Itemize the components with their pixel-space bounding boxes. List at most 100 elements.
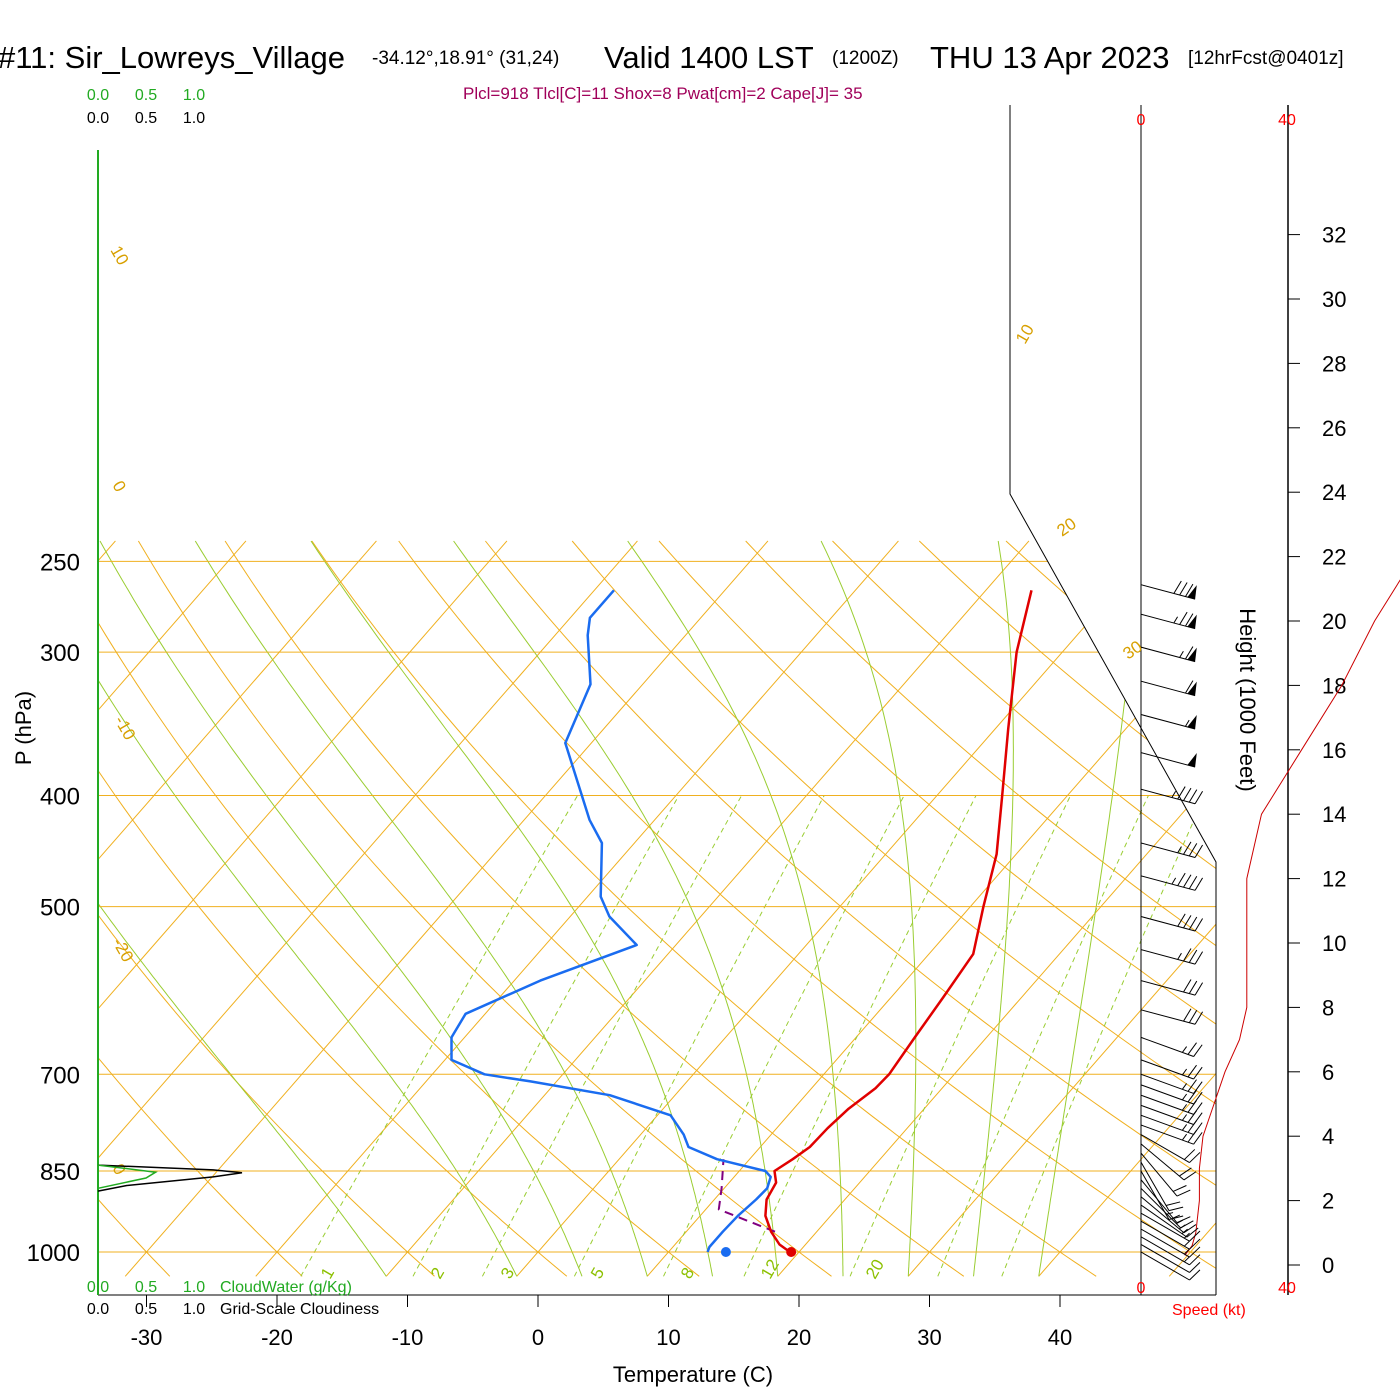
wind-barb-feather (1183, 1171, 1197, 1181)
dry-adiabat-line (658, 540, 1216, 1277)
wind-barb-feather (1187, 1064, 1197, 1078)
wind-barb-half-feather (1172, 1214, 1180, 1219)
dry-adiabat-line (98, 540, 303, 1277)
cloudwater-tick-top: 1.0 (183, 87, 205, 104)
mixing-ratio-line (412, 795, 680, 1277)
wind-barb-half-feather (1181, 1046, 1188, 1053)
mixing-ratio-line (937, 795, 1149, 1277)
mixing-ratio-line (1001, 795, 1206, 1277)
mixing-ratio-line (481, 795, 743, 1277)
wind-barb-staff (1140, 714, 1196, 730)
wind-barb-pennant (1187, 585, 1197, 600)
wind-barb-half-feather (1183, 1232, 1190, 1239)
wind-barb-feather (1194, 982, 1204, 996)
parcel-trace (717, 1159, 776, 1233)
height-tick-label: 10 (1322, 931, 1346, 956)
isotherm-label: 10 (1012, 321, 1038, 347)
wind-barb-feather (1177, 872, 1186, 886)
wind-barb-staff (1140, 1228, 1190, 1258)
moist-adiabat-line (973, 540, 1014, 1277)
wind-barb (1140, 1094, 1203, 1115)
moist-adiabat-line (453, 540, 779, 1277)
height-tick-label: 22 (1322, 545, 1346, 570)
wind-barb-feather (1188, 980, 1198, 994)
wind-barb (1140, 680, 1197, 697)
sounding-params: Plcl=918 Tlcl[C]=11 Shox=8 Pwat[cm]=2 Ca… (463, 84, 863, 103)
wind-barb-feather (1193, 1044, 1203, 1057)
wind-barb-feather (1187, 1110, 1197, 1123)
dewpoint-line (450, 589, 772, 1253)
wind-barb-feather (1189, 1152, 1201, 1163)
cloud-profile (97, 1164, 243, 1192)
wind-speed-line (1184, 579, 1400, 1256)
isotherm-line (1038, 540, 1216, 1277)
mixing-ratio-line (849, 795, 1071, 1277)
mixing-ratio-label: 20 (862, 1256, 888, 1282)
wind-barb (1140, 979, 1204, 996)
wind-barb-staff (1140, 1084, 1194, 1105)
height-tick-label: 0 (1322, 1253, 1334, 1278)
wind-barb-staff (1140, 875, 1196, 891)
wind-barb-feather (1185, 583, 1194, 597)
wind-barb-staff (1140, 1244, 1190, 1273)
wind-barb-staff (1140, 1059, 1194, 1080)
wind-barb (1140, 1073, 1203, 1094)
mixing-ratio-label: 2 (427, 1264, 448, 1282)
height-tick-label: 18 (1322, 673, 1346, 698)
wind-barb (1140, 611, 1197, 630)
wind-barb-staff (1140, 1196, 1185, 1234)
wind-barb-feather (1188, 1009, 1198, 1023)
wind-barb-feather (1183, 948, 1192, 962)
wind-barb-feather (1193, 1066, 1203, 1080)
height-tick-label: 20 (1322, 609, 1346, 634)
isotherm-line (124, 540, 769, 1277)
wind-barb-pennant (1187, 714, 1197, 730)
height-tick-label: 14 (1322, 802, 1346, 827)
wind-barb-pennant (1187, 614, 1197, 629)
wind-barb-feather (1179, 1167, 1192, 1177)
wind-barb-feather (1194, 844, 1204, 858)
wind-barb (1140, 1228, 1201, 1258)
wind-barb-half-feather (1171, 790, 1177, 798)
moist-adiabat-line (627, 540, 844, 1277)
height-tick-label: 26 (1322, 416, 1346, 441)
isotherm-line (98, 540, 638, 1277)
zulu-time: (1200Z) (832, 48, 899, 69)
wind-barb (1140, 841, 1204, 858)
wind-barb-staff (1140, 1094, 1194, 1115)
pressure-tick-labels: 250 300 400 500 700 850 1000 (27, 549, 80, 1267)
dry-adiabat-line (1005, 540, 1216, 1277)
wind-barb-feather (1187, 1042, 1197, 1055)
mixing-ratio-line (300, 795, 579, 1277)
cloudiness-label: Grid-Scale Cloudiness (220, 1301, 379, 1318)
wind-barb-feather (1189, 1230, 1201, 1242)
isotherm-label: 30 (1119, 637, 1145, 663)
cloudiness-tick-bottom: 0.0 (87, 1301, 109, 1318)
wind-barb (1140, 580, 1197, 600)
wind-barb-staff (1140, 646, 1196, 663)
temperature-line (764, 590, 1033, 1254)
wind-barb-feather (1189, 1261, 1201, 1273)
plot-frame (1009, 105, 1217, 1295)
wind-barb-staff (1140, 788, 1196, 805)
speed-tick-label-top: 40 (1278, 112, 1296, 129)
height-tick-label: 4 (1322, 1124, 1334, 1149)
wind-barb-pennant (1187, 753, 1197, 768)
wind-barb (1140, 646, 1197, 663)
isotherm-line (907, 540, 1216, 1277)
wind-barb-feather (1193, 1132, 1203, 1145)
cloudiness-tick-top: 1.0 (183, 110, 205, 127)
wind-barb-half-feather (1176, 1219, 1183, 1225)
moist-adiabat-line (1038, 540, 1141, 1277)
height-tick-label: 32 (1322, 223, 1346, 248)
isotherm-line (516, 540, 1160, 1277)
wind-barb-feather (1183, 979, 1192, 993)
wind-barb-feather (1183, 874, 1192, 888)
wind-barb-staff (1140, 1236, 1190, 1266)
wind-barb (1140, 1134, 1201, 1163)
wind-barb (1140, 1008, 1204, 1025)
wind-barb-feather (1189, 1254, 1201, 1266)
wind-barb-feather (1189, 1238, 1201, 1250)
wind-barb-staff (1140, 1009, 1196, 1025)
wind-barb-feather (1188, 916, 1198, 930)
